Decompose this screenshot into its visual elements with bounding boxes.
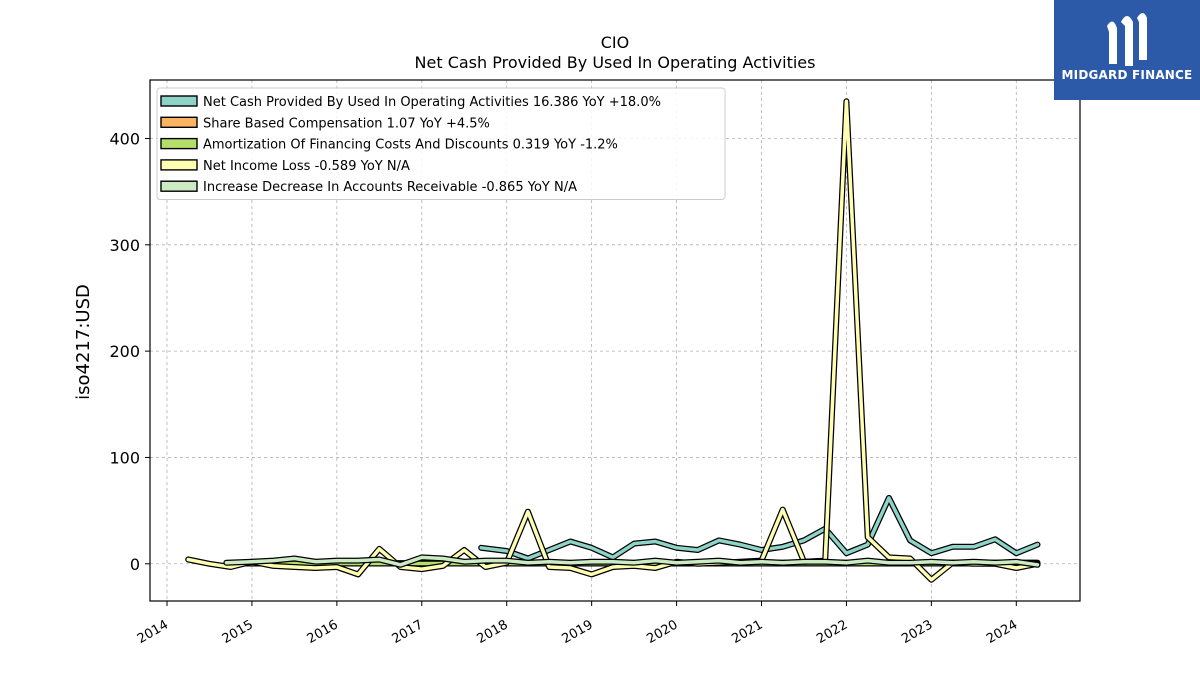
chart-title: CIO [601,33,629,52]
brand-name: MIDGARD FINANCE [1061,68,1193,82]
series-layer [185,98,1041,583]
y-tick-label: 400 [109,129,140,148]
y-tick-label: 300 [109,236,140,255]
legend-swatch [160,159,198,171]
brand-mark-icon [1107,13,1147,66]
legend-label: Share Based Compensation 1.07 YoY +4.5% [203,116,490,131]
series-stroke [479,496,1040,561]
x-tick-label: 2019 [559,617,595,647]
x-tick-label: 2024 [984,617,1020,647]
series-line-5 [223,554,1041,568]
legend-swatch [160,137,198,150]
x-tick-label: 2020 [644,617,680,647]
series-stroke [186,99,1040,582]
series-stroke [224,555,1040,567]
x-tick-label: 2022 [814,617,850,647]
legend-label: Net Income Loss -0.589 YoY N/A [203,159,410,174]
legend: Net Cash Provided By Used In Operating A… [156,87,726,200]
x-tick-label: 2023 [899,617,935,647]
x-tick-label: 2021 [729,617,765,647]
legend-swatch [160,95,198,107]
brand-logo: MIDGARD FINANCE [1054,0,1200,100]
legend-label: Net Cash Provided By Used In Operating A… [203,95,661,110]
x-tick-label: 2015 [220,617,256,647]
series-line-1 [478,494,1041,562]
legend-box [156,87,726,200]
x-tick-label: 2018 [475,617,511,647]
x-tick-label: 2014 [135,617,171,647]
legend-label: Increase Decrease In Accounts Receivable… [203,180,577,195]
legend-swatch [160,116,198,129]
legend-swatch [160,180,198,192]
y-tick-label: 100 [109,448,140,467]
chart-subtitle: Net Cash Provided By Used In Operating A… [415,53,816,72]
y-tick-label: 200 [109,342,140,361]
y-tick-label: 0 [130,555,140,574]
series-line-4 [185,98,1041,583]
grid-lines [150,80,1080,601]
legend-label: Amortization Of Financing Costs And Disc… [203,138,618,153]
x-tick-label: 2016 [305,617,341,647]
plot-frame [149,79,1081,602]
x-tick-label: 2017 [390,617,426,647]
y-axis-label: iso4217:USD [73,284,94,400]
